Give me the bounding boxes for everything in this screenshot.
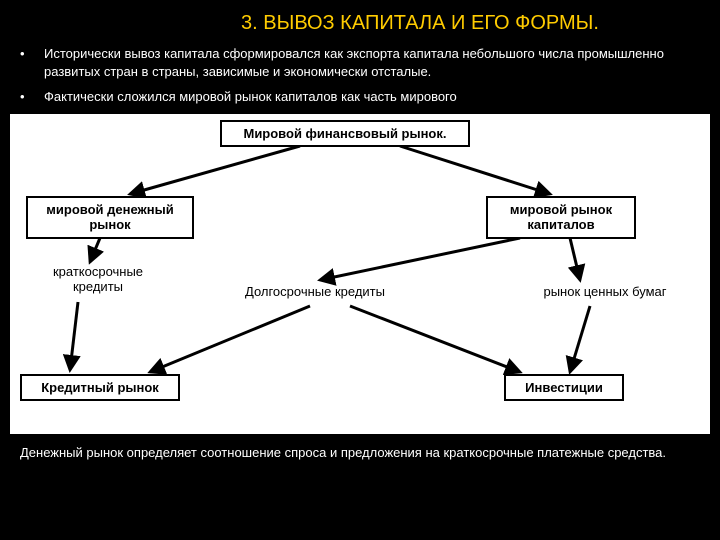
- flowchart-diagram: Мировой финансвовый рынок. мировой денежн…: [10, 114, 710, 434]
- bullet-text: Исторически вывоз капитала сформировался…: [44, 45, 700, 80]
- bullet-text: Фактически сложился мировой рынок капита…: [44, 88, 700, 106]
- diagram-node-money: мировой денежныйрынок: [26, 196, 194, 239]
- diagram-node-invest: Инвестиции: [504, 374, 624, 402]
- diagram-node-credit: Кредитный рынок: [20, 374, 180, 402]
- diagram-node-capital: мировой рыноккапиталов: [486, 196, 636, 239]
- diagram-node-securities: рынок ценных бумаг: [520, 284, 690, 304]
- diagram-node-short: краткосрочныекредиты: [28, 264, 168, 300]
- slide-title: 3. ВЫВОЗ КАПИТАЛА И ЕГО ФОРМЫ.: [140, 12, 700, 35]
- diagram-node-root: Мировой финансвовый рынок.: [220, 120, 470, 148]
- bullet-marker: •: [20, 88, 44, 106]
- bottom-paragraph: Денежный рынок определяет соотношение сп…: [20, 444, 700, 462]
- slide: 3. ВЫВОЗ КАПИТАЛА И ЕГО ФОРМЫ. • Историч…: [0, 0, 720, 540]
- bullet-item: • Фактически сложился мировой рынок капи…: [20, 88, 700, 106]
- diagram-node-long: Долгосрочные кредиты: [220, 284, 410, 304]
- bullet-item: • Исторически вывоз капитала сформировал…: [20, 45, 700, 80]
- bullet-marker: •: [20, 45, 44, 80]
